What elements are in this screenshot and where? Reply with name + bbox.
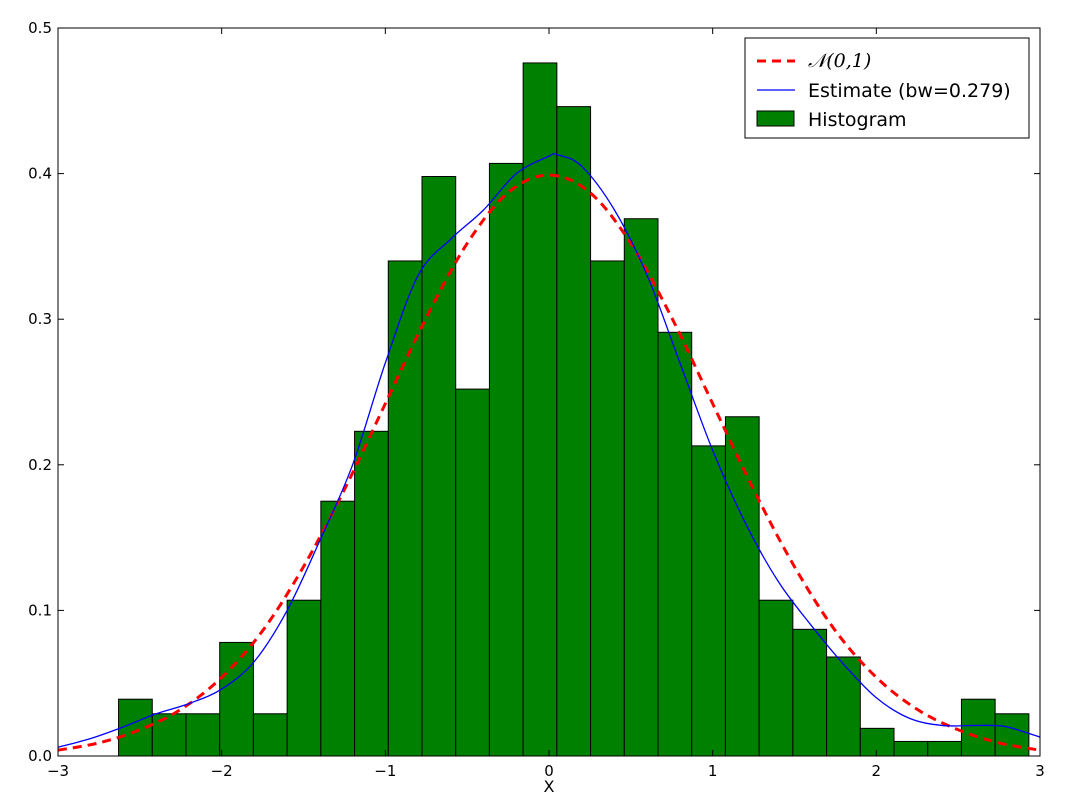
- histogram-bar: [320, 500, 356, 757]
- histogram-bar: [455, 388, 490, 757]
- y-tick-label: 0.2: [28, 456, 52, 474]
- x-tick-label: −1: [374, 762, 396, 780]
- histogram-bar: [421, 176, 457, 757]
- histogram-bar: [691, 445, 726, 757]
- x-tick-label: 1: [708, 762, 718, 780]
- legend: 𝒩(0,1) Estimate (bw=0.279) Histogram: [744, 37, 1030, 139]
- histogram-bar: [623, 218, 659, 757]
- legend-histogram-label: Histogram: [808, 109, 907, 131]
- histogram-bar: [590, 260, 625, 757]
- x-tick-label: 3: [1035, 762, 1045, 780]
- legend-histogram-swatch: [756, 110, 795, 127]
- x-tick-label: −2: [211, 762, 233, 780]
- y-tick-label: 0.3: [28, 310, 52, 328]
- histogram-bar: [488, 162, 524, 757]
- histogram-bar: [994, 713, 1030, 757]
- histogram-bar: [724, 416, 760, 757]
- y-tick-label: 0.5: [28, 19, 52, 37]
- x-tick-label: 2: [872, 762, 882, 780]
- histogram-bar: [354, 430, 389, 757]
- histogram-bars: [118, 62, 1030, 757]
- histogram-bar: [893, 740, 929, 757]
- histogram-bar: [219, 641, 254, 757]
- y-tick-label: 0.4: [28, 165, 52, 183]
- histogram-bar: [960, 698, 996, 757]
- histogram-bar: [185, 713, 221, 757]
- histogram-bar: [556, 106, 592, 757]
- x-axis-label: X: [544, 777, 555, 796]
- histogram-bar: [758, 599, 794, 757]
- histogram-bar: [826, 656, 861, 757]
- plot-area: [57, 62, 1041, 757]
- histogram-bar: [927, 740, 962, 757]
- kde-estimate-line: [57, 152, 1041, 748]
- histogram-bar: [657, 331, 693, 757]
- histogram-bar: [859, 727, 895, 757]
- y-tick-label: 0.0: [28, 747, 52, 765]
- histogram-bar: [252, 713, 288, 757]
- density-lines: [57, 152, 1041, 752]
- histogram-bar: [286, 599, 322, 757]
- legend-estimate-label: Estimate (bw=0.279): [808, 80, 1011, 102]
- x-tick-label: −3: [47, 762, 69, 780]
- histogram-bar: [151, 713, 187, 757]
- normal-pdf-line: [57, 173, 1041, 752]
- y-tick-label: 0.1: [28, 601, 52, 619]
- histogram-bar: [792, 628, 828, 757]
- legend-normal-label: 𝒩(0,1): [808, 50, 871, 72]
- x-tick-label: 0: [544, 762, 554, 780]
- histogram-bar: [387, 260, 423, 757]
- histogram-bar: [522, 62, 558, 757]
- axis-ticks: −3 −2 −1 0 1 2 3 0.0 0.1 0.2 0.3 0.4 0.5: [28, 19, 1045, 780]
